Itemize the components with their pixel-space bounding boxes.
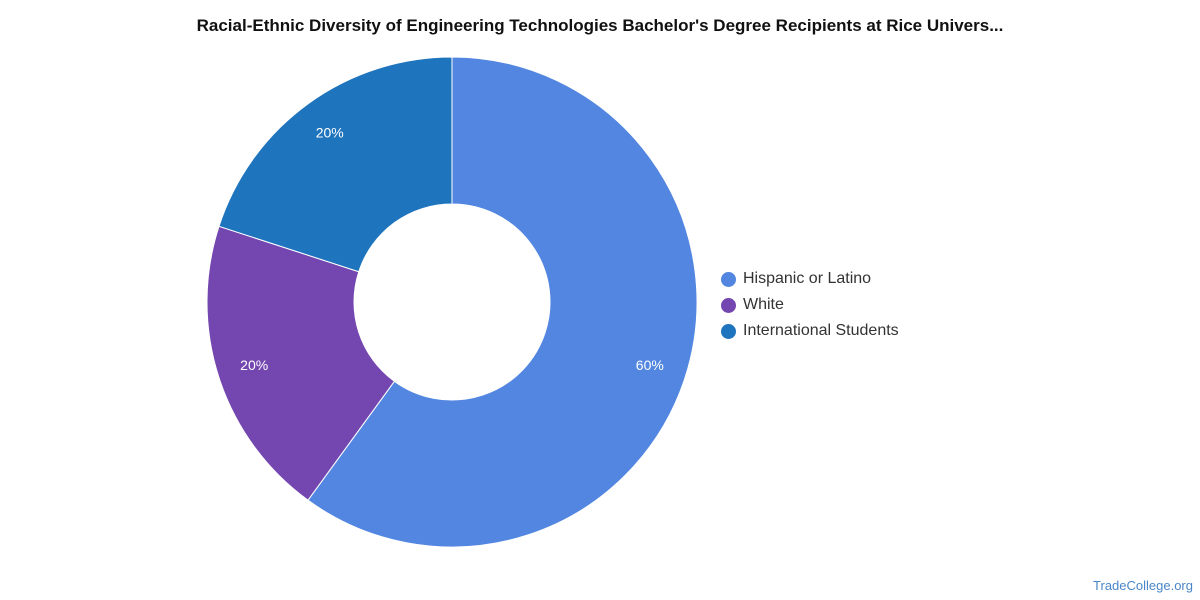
chart-legend: Hispanic or Latino White International Stu… (721, 266, 899, 344)
legend-label: White (743, 296, 784, 313)
slice-value-label: 60% (636, 357, 664, 373)
slice-value-label: 20% (240, 357, 268, 373)
legend-item[interactable]: Hispanic or Latino (721, 266, 899, 292)
legend-item[interactable]: International Students (721, 318, 899, 344)
legend-label: International Students (743, 322, 899, 339)
slice-value-label: 20% (316, 124, 344, 140)
donut-slice-hispanic-or-latino[interactable] (307, 56, 698, 548)
donut-slice-white[interactable] (206, 225, 396, 501)
watermark-link[interactable]: TradeCollege.org (1093, 578, 1193, 593)
legend-item[interactable]: White (721, 292, 899, 318)
legend-swatch (721, 297, 736, 313)
chart-title: Racial-Ethnic Diversity of Engineering T… (196, 16, 1004, 35)
legend-label: Hispanic or Latino (743, 270, 872, 287)
donut-slice-international-students[interactable] (218, 56, 453, 273)
legend-swatch (721, 323, 736, 339)
legend-swatch (721, 271, 736, 287)
